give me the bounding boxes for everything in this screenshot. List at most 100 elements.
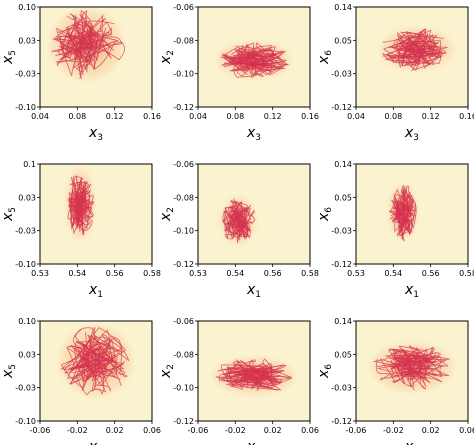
axes-frame — [355, 163, 469, 265]
trajectory-line — [395, 188, 413, 242]
trajectory-line — [393, 348, 450, 385]
y-tick-label: 0.05 — [334, 193, 352, 202]
x-tick-label: 0.02 — [106, 426, 124, 435]
panel-8: -0.06 -0.02 0.02 0.06 -0.06 -0.08 -0.10 -0.12 x4… — [158, 317, 319, 445]
x-tick-label: 0.54 — [384, 269, 402, 278]
trajectory-line — [56, 33, 103, 67]
y-tick-label: -0.12 — [331, 260, 352, 269]
panel-4: 0.53 0.54 0.56 0.58 0.1 0.03 -0.03 -0.10 x1 x5 — [0, 160, 161, 300]
y-tick-label: -0.12 — [173, 417, 194, 426]
axes-frame — [39, 163, 153, 265]
trajectories — [222, 198, 256, 244]
trajectory-line — [231, 209, 246, 231]
y-tick-label: -0.12 — [173, 103, 194, 112]
trajectories — [220, 42, 290, 79]
trajectory-line — [55, 13, 110, 73]
y-axis-label: x5 — [0, 364, 18, 379]
x-tick-label: 0.08 — [384, 112, 402, 121]
x-tick-label: 0.56 — [264, 269, 282, 278]
x-tick-label: 0.06 — [459, 426, 474, 435]
y-tick-label: -0.03 — [15, 384, 36, 393]
x-tick-label: 0.16 — [459, 112, 474, 121]
x-tick-label: 0.04 — [347, 112, 365, 121]
y-tick-label: -0.10 — [173, 384, 194, 393]
x-tick-label: 0.12 — [422, 112, 440, 121]
x-tick-label: -0.06 — [188, 426, 209, 435]
y-axis-label: x2 — [158, 207, 176, 222]
axes-frame — [355, 320, 469, 422]
y-tick-label: 0.10 — [18, 3, 36, 12]
y-tick-label: 0.05 — [334, 36, 352, 45]
y-tick-label: 0.03 — [18, 193, 36, 202]
axes-frame — [197, 163, 311, 265]
x-tick-label: 0.06 — [143, 426, 161, 435]
panel-9: -0.06 -0.02 0.02 0.06 0.14 0.05 -0.03 -0.12 x4 x6 — [316, 317, 474, 445]
trajectory-line — [227, 207, 251, 239]
y-tick-label: -0.12 — [173, 260, 194, 269]
y-tick-label: -0.03 — [331, 70, 352, 79]
axes-frame — [197, 320, 311, 422]
trajectory-line — [60, 329, 125, 385]
x-tick-label: 0.53 — [189, 269, 207, 278]
axes-frame — [197, 6, 311, 108]
x-axis-label: x3 — [404, 125, 419, 143]
y-tick-label: -0.03 — [331, 384, 352, 393]
trajectory-line — [70, 177, 94, 223]
y-tick-label: 0.10 — [18, 317, 36, 326]
y-tick-label: -0.08 — [173, 36, 194, 45]
y-axis-label: x2 — [158, 50, 176, 65]
x-tick-label: 0.54 — [226, 269, 244, 278]
y-axis-label: x5 — [0, 207, 18, 222]
x-axis-label: x4 — [246, 439, 261, 445]
x-axis-label: x1 — [246, 282, 261, 300]
trajectories — [382, 28, 448, 71]
y-tick-label: -0.06 — [173, 317, 194, 326]
x-tick-label: 0.12 — [264, 112, 282, 121]
trajectory-line — [72, 336, 128, 379]
axes-frame — [39, 320, 153, 422]
x-tick-label: 0.56 — [106, 269, 124, 278]
trajectories — [215, 358, 293, 392]
y-tick-label: -0.10 — [173, 227, 194, 236]
x-tick-label: 0.08 — [226, 112, 244, 121]
trajectory-line — [72, 183, 95, 219]
x-tick-label: 0.16 — [301, 112, 319, 121]
x-tick-label: 0.08 — [68, 112, 86, 121]
trajectory-line — [52, 14, 125, 69]
x-tick-label: 0.04 — [31, 112, 49, 121]
x-tick-label: 0.56 — [422, 269, 440, 278]
trajectory-line — [400, 39, 438, 58]
axes-frame — [39, 6, 153, 108]
y-tick-label: -0.06 — [173, 160, 194, 169]
trajectory-line — [393, 201, 411, 235]
y-tick-label: -0.12 — [331, 103, 352, 112]
x-tick-label: 0.53 — [347, 269, 365, 278]
panel-6: 0.53 0.54 0.56 0.58 0.14 0.05 -0.03 -0.12 x1 x6 — [316, 160, 474, 300]
trajectory-line — [221, 364, 283, 385]
x-axis-label: x3 — [246, 125, 261, 143]
y-tick-label: -0.10 — [15, 260, 36, 269]
x-tick-label: -0.02 — [383, 426, 404, 435]
y-tick-label: -0.03 — [331, 227, 352, 236]
axes-frame — [355, 6, 469, 108]
x-tick-label: -0.02 — [225, 426, 246, 435]
y-tick-label: 0.03 — [18, 36, 36, 45]
x-tick-label: 0.06 — [301, 426, 319, 435]
y-tick-label: -0.10 — [15, 103, 36, 112]
y-tick-label: 0.1 — [23, 160, 36, 169]
y-tick-label: 0.05 — [334, 350, 352, 359]
panel-1: 0.04 0.08 0.12 0.16 0.10 0.03 -0.03 -0.10 x3 x5 — [0, 3, 161, 143]
trajectories — [373, 345, 450, 391]
y-tick-label: 0.03 — [18, 350, 36, 359]
y-tick-label: 0.14 — [334, 3, 352, 12]
trajectory-line — [70, 175, 91, 223]
trajectory-line — [373, 348, 437, 376]
trajectory-line — [63, 332, 118, 376]
x-tick-label: -0.02 — [67, 426, 88, 435]
y-tick-label: -0.06 — [173, 3, 194, 12]
y-tick-label: -0.08 — [173, 350, 194, 359]
trajectories — [51, 10, 125, 80]
trajectory-line — [71, 338, 123, 396]
trajectories — [67, 175, 95, 236]
